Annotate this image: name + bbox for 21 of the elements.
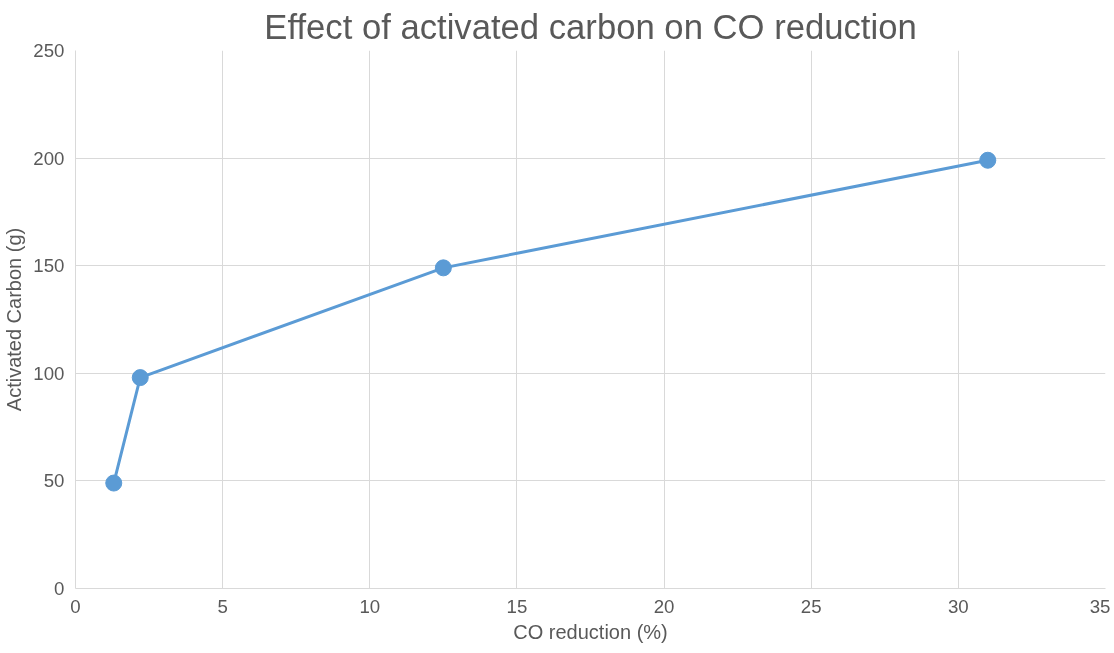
y-axis-title: Activated Carbon (g) [3, 227, 26, 412]
point [105, 474, 123, 492]
y-tick-label: 50 [43, 470, 65, 492]
x-tick-label: 25 [800, 595, 822, 617]
chart-title: Effect of activated carbon on CO reduction [264, 7, 917, 46]
y-tick-label: 0 [54, 578, 65, 599]
x-axis-title: CO reduction (%) [513, 620, 668, 643]
y-tick-label: 150 [33, 255, 65, 277]
y-tick-label: 250 [33, 40, 65, 61]
x-tick-label: 30 [947, 595, 969, 617]
x-tick-label: 5 [217, 595, 228, 617]
x-tick-label: 0 [70, 595, 81, 617]
x-tick-label: 15 [506, 595, 528, 617]
point [434, 259, 452, 277]
x-tick-label: 20 [653, 595, 675, 617]
point [979, 151, 997, 169]
x-tick-label: 35 [1089, 595, 1111, 617]
y-tick-label: 200 [33, 147, 65, 169]
x-tick-label: 10 [359, 595, 381, 617]
point [131, 369, 149, 387]
y-tick-label: 100 [33, 362, 65, 384]
